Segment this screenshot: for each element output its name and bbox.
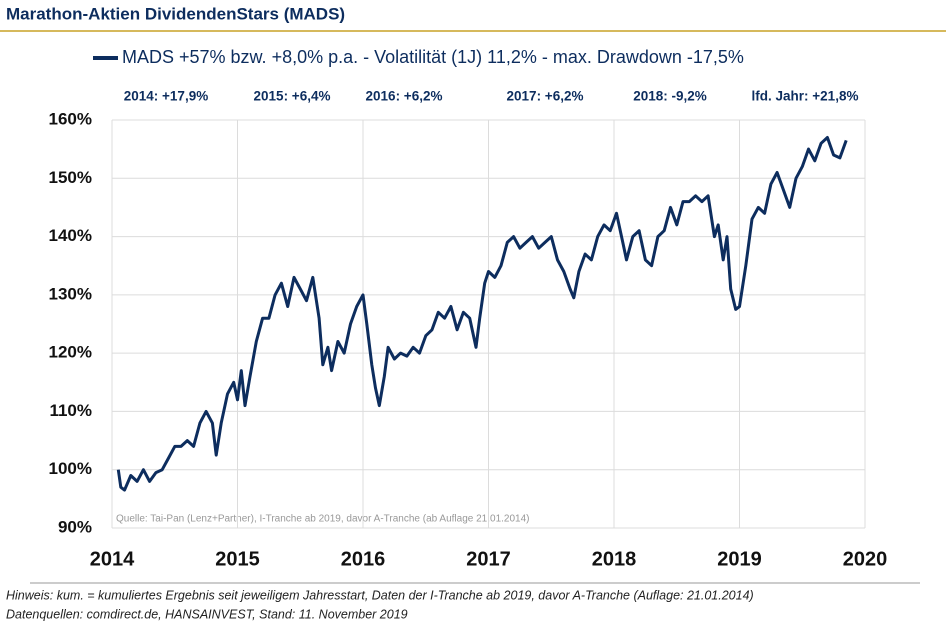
- annotation: 2017: +6,2%: [507, 89, 584, 104]
- x-tick-label: 2019: [717, 548, 762, 570]
- y-tick-label: 90%: [58, 517, 92, 536]
- annotation: 2015: +6,4%: [254, 89, 331, 104]
- annotation: 2016: +6,2%: [366, 89, 443, 104]
- x-tick-label: 2018: [592, 548, 637, 570]
- y-tick-label: 130%: [49, 284, 92, 303]
- y-tick-label: 110%: [49, 401, 92, 420]
- chart-title: Marathon-Aktien DividendenStars (MADS): [6, 4, 345, 23]
- x-tick-label: 2020: [843, 548, 888, 570]
- y-tick-label: 160%: [49, 109, 92, 128]
- annotation: 2014: +17,9%: [124, 89, 208, 104]
- x-tick-label: 2016: [341, 548, 386, 570]
- x-tick-label: 2014: [90, 548, 135, 570]
- footnote: Hinweis: kum. = kumuliertes Ergebnis sei…: [6, 588, 754, 602]
- y-tick-label: 140%: [49, 226, 92, 245]
- y-tick-label: 120%: [49, 343, 92, 362]
- annotation: 2018: -9,2%: [633, 89, 707, 104]
- legend-label: MADS +57% bzw. +8,0% p.a. - Volatilität …: [122, 47, 744, 67]
- x-tick-label: 2015: [215, 548, 260, 570]
- y-tick-label: 150%: [49, 168, 92, 187]
- y-tick-label: 100%: [49, 459, 92, 478]
- footnote: Datenquellen: comdirect.de, HANSAINVEST,…: [6, 607, 408, 621]
- x-tick-label: 2017: [466, 548, 511, 570]
- annotation: lfd. Jahr: +21,8%: [752, 89, 859, 104]
- source-note: Quelle: Tai-Pan (Lenz+Partner), I-Tranch…: [116, 514, 530, 525]
- data-line: [116, 136, 848, 492]
